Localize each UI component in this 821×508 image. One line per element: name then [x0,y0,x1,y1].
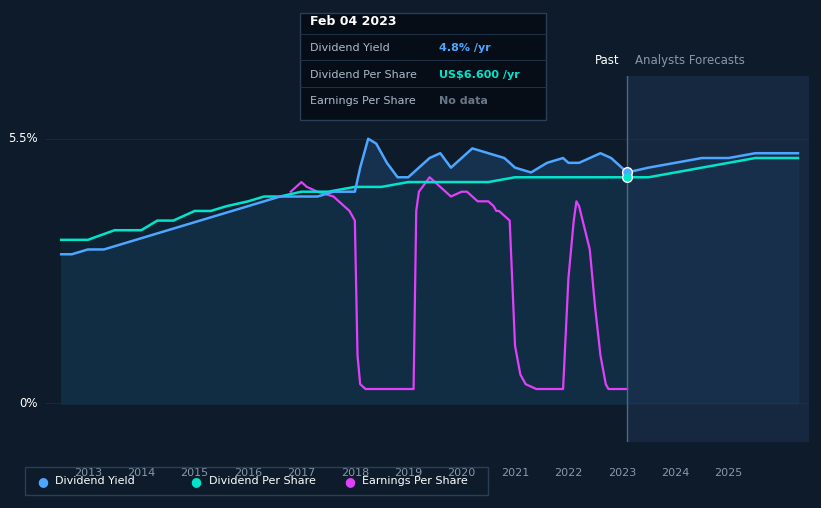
Text: 2017: 2017 [287,467,315,478]
Text: Dividend Yield: Dividend Yield [310,43,389,53]
Text: 2024: 2024 [661,467,690,478]
Text: Past: Past [595,54,620,67]
Text: 2020: 2020 [447,467,475,478]
Text: 2025: 2025 [714,467,743,478]
Text: Feb 04 2023: Feb 04 2023 [310,15,396,28]
Text: 2014: 2014 [127,467,155,478]
Text: ●: ● [190,475,201,488]
Text: 2015: 2015 [181,467,209,478]
Text: US$6.600 /yr: US$6.600 /yr [439,70,520,80]
Text: Earnings Per Share: Earnings Per Share [310,96,415,106]
Text: Dividend Yield: Dividend Yield [55,477,135,486]
Text: 0%: 0% [19,397,38,410]
Text: 4.8% /yr: 4.8% /yr [439,43,491,53]
Text: 2013: 2013 [74,467,102,478]
Text: ●: ● [37,475,48,488]
Text: No data: No data [439,96,488,106]
Text: 2021: 2021 [501,467,530,478]
Bar [627,76,809,442]
Text: 5.5%: 5.5% [8,132,38,145]
Text: 2022: 2022 [554,467,583,478]
Text: 2016: 2016 [234,467,262,478]
Text: 2018: 2018 [341,467,369,478]
Text: Analysts Forecasts: Analysts Forecasts [635,54,745,67]
Text: 2023: 2023 [608,467,636,478]
Text: Earnings Per Share: Earnings Per Share [362,477,468,486]
Text: 2019: 2019 [394,467,422,478]
Text: ●: ● [344,475,355,488]
Text: Dividend Per Share: Dividend Per Share [209,477,315,486]
Text: Dividend Per Share: Dividend Per Share [310,70,416,80]
